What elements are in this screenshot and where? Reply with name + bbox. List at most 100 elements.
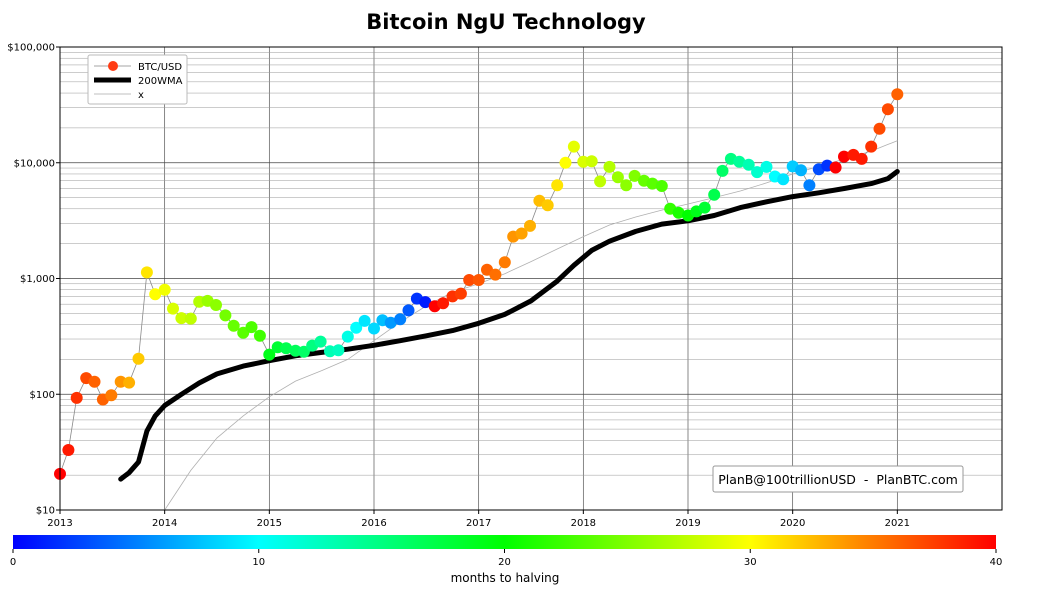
btc-point-89 — [829, 161, 842, 174]
btc-point-19 — [219, 309, 232, 322]
btc-point-74 — [698, 201, 711, 214]
btc-point-85 — [795, 164, 807, 177]
btc-point-69 — [655, 180, 668, 192]
btc-point-47 — [463, 274, 476, 286]
btc-point-51 — [498, 256, 511, 269]
x-tick-label-2014: 2014 — [152, 518, 177, 529]
x-tick-label-2013: 2013 — [47, 518, 72, 529]
x-tick-label-2021: 2021 — [885, 518, 910, 529]
btc-point-50 — [489, 268, 502, 281]
btc-point-28 — [297, 345, 310, 358]
btc-point-92 — [855, 152, 868, 165]
btc-point-71 — [672, 206, 685, 219]
btc-points — [54, 88, 904, 480]
x-tick-label-2020: 2020 — [780, 518, 805, 529]
legend-btc-marker — [108, 61, 118, 71]
btc-point-14 — [175, 312, 188, 325]
btc-point-66 — [628, 169, 641, 182]
x-tick-label-2015: 2015 — [257, 518, 282, 529]
btc-point-30 — [314, 335, 327, 348]
legend-label-btc: BTC/USD — [138, 62, 182, 73]
btc-point-53 — [515, 227, 528, 240]
colorbar: 0 10 20 30 40 months to halving — [10, 535, 1003, 585]
colorbar-tick-label-30: 30 — [744, 557, 757, 568]
btc-point-4 — [88, 375, 101, 388]
btc-point-40 — [402, 304, 415, 317]
x-axis: 2013 2014 2015 2016 2017 2018 2019 2020 2021 — [47, 510, 910, 529]
btc-point-90 — [838, 150, 850, 163]
btc-point-78 — [733, 155, 746, 168]
btc-point-83 — [777, 173, 790, 186]
btc-point-95 — [881, 103, 894, 116]
credit-text: PlanB@100trillionUSD - PlanBTC.com — [718, 472, 958, 487]
btc-point-2 — [70, 391, 83, 404]
y-tick-label-1000: $1,000 — [20, 274, 55, 285]
x-tick-label-2016: 2016 — [361, 518, 386, 529]
colorbar-tick-label-10: 10 — [252, 557, 265, 568]
btc-point-76 — [716, 164, 729, 177]
btc-point-93 — [865, 140, 878, 153]
btc-point-81 — [760, 160, 773, 173]
btc-point-6 — [105, 389, 118, 402]
btc-point-11 — [149, 288, 162, 301]
btc-point-58 — [559, 156, 572, 169]
btc-point-54 — [524, 219, 536, 232]
btc-point-23 — [253, 329, 266, 342]
colorbar-tick-label-0: 0 — [10, 557, 16, 568]
y-axis: $10 $100 $1,000 $10,000 $100,000 — [7, 43, 60, 517]
btc-point-32 — [332, 344, 345, 357]
btc-point-61 — [585, 155, 598, 168]
btc-point-36 — [368, 322, 380, 335]
btc-point-75 — [708, 188, 721, 201]
btc-point-42 — [419, 296, 432, 309]
colorbar-label: months to halving — [451, 571, 560, 585]
btc-point-63 — [603, 160, 616, 173]
colorbar-tick-label-20: 20 — [498, 557, 511, 568]
btc-point-65 — [620, 179, 633, 192]
btc-point-34 — [350, 321, 363, 334]
btc-point-68 — [646, 177, 659, 190]
btc-point-35 — [358, 314, 371, 327]
x-tick-label-2017: 2017 — [466, 518, 491, 529]
btc-point-1 — [62, 444, 75, 456]
btc-point-96 — [891, 88, 904, 101]
x-tick-label-2019: 2019 — [675, 518, 700, 529]
wma-line — [118, 169, 900, 482]
btc-point-94 — [873, 122, 886, 135]
btc-point-12 — [158, 283, 171, 296]
btc-point-44 — [437, 297, 450, 310]
btc-point-59 — [567, 140, 580, 153]
legend-label-wma: 200WMA — [138, 76, 183, 87]
legend-label-x: x — [138, 90, 144, 101]
btc-point-39 — [394, 313, 407, 326]
colorbar-tick-label-40: 40 — [990, 557, 1003, 568]
y-tick-label-10000: $10,000 — [14, 158, 55, 169]
colorbar-gradient — [13, 535, 996, 549]
btc-point-24 — [263, 348, 276, 361]
credit-box — [712, 465, 964, 493]
btc-point-20 — [227, 319, 240, 332]
colorbar-ticks: 0 10 20 30 40 — [10, 549, 1003, 568]
btc-point-57 — [551, 179, 564, 192]
btc-point-48 — [472, 274, 485, 286]
y-tick-label-100000: $100,000 — [7, 43, 55, 54]
btc-point-79 — [742, 158, 755, 171]
btc-point-33 — [341, 330, 354, 343]
legend: BTC/USD 200WMA x — [87, 54, 188, 105]
btc-point-56 — [541, 199, 554, 212]
btc-point-13 — [167, 302, 179, 315]
x-tick-label-2018: 2018 — [571, 518, 596, 529]
chart-title: Bitcoin NgU Technology — [366, 10, 646, 34]
btc-point-46 — [454, 287, 467, 300]
credit-annotation: PlanB@100trillionUSD - PlanBTC.com — [712, 465, 964, 493]
btc-point-8 — [123, 376, 136, 389]
btc-point-22 — [245, 321, 258, 334]
y-tick-label-10: $10 — [36, 506, 55, 517]
btc-point-80 — [751, 166, 764, 179]
wma-series-line — [118, 169, 900, 482]
btc-point-15 — [184, 312, 197, 325]
btc-point-38 — [384, 316, 397, 329]
btc-point-62 — [594, 175, 607, 188]
btc-point-18 — [210, 299, 222, 311]
